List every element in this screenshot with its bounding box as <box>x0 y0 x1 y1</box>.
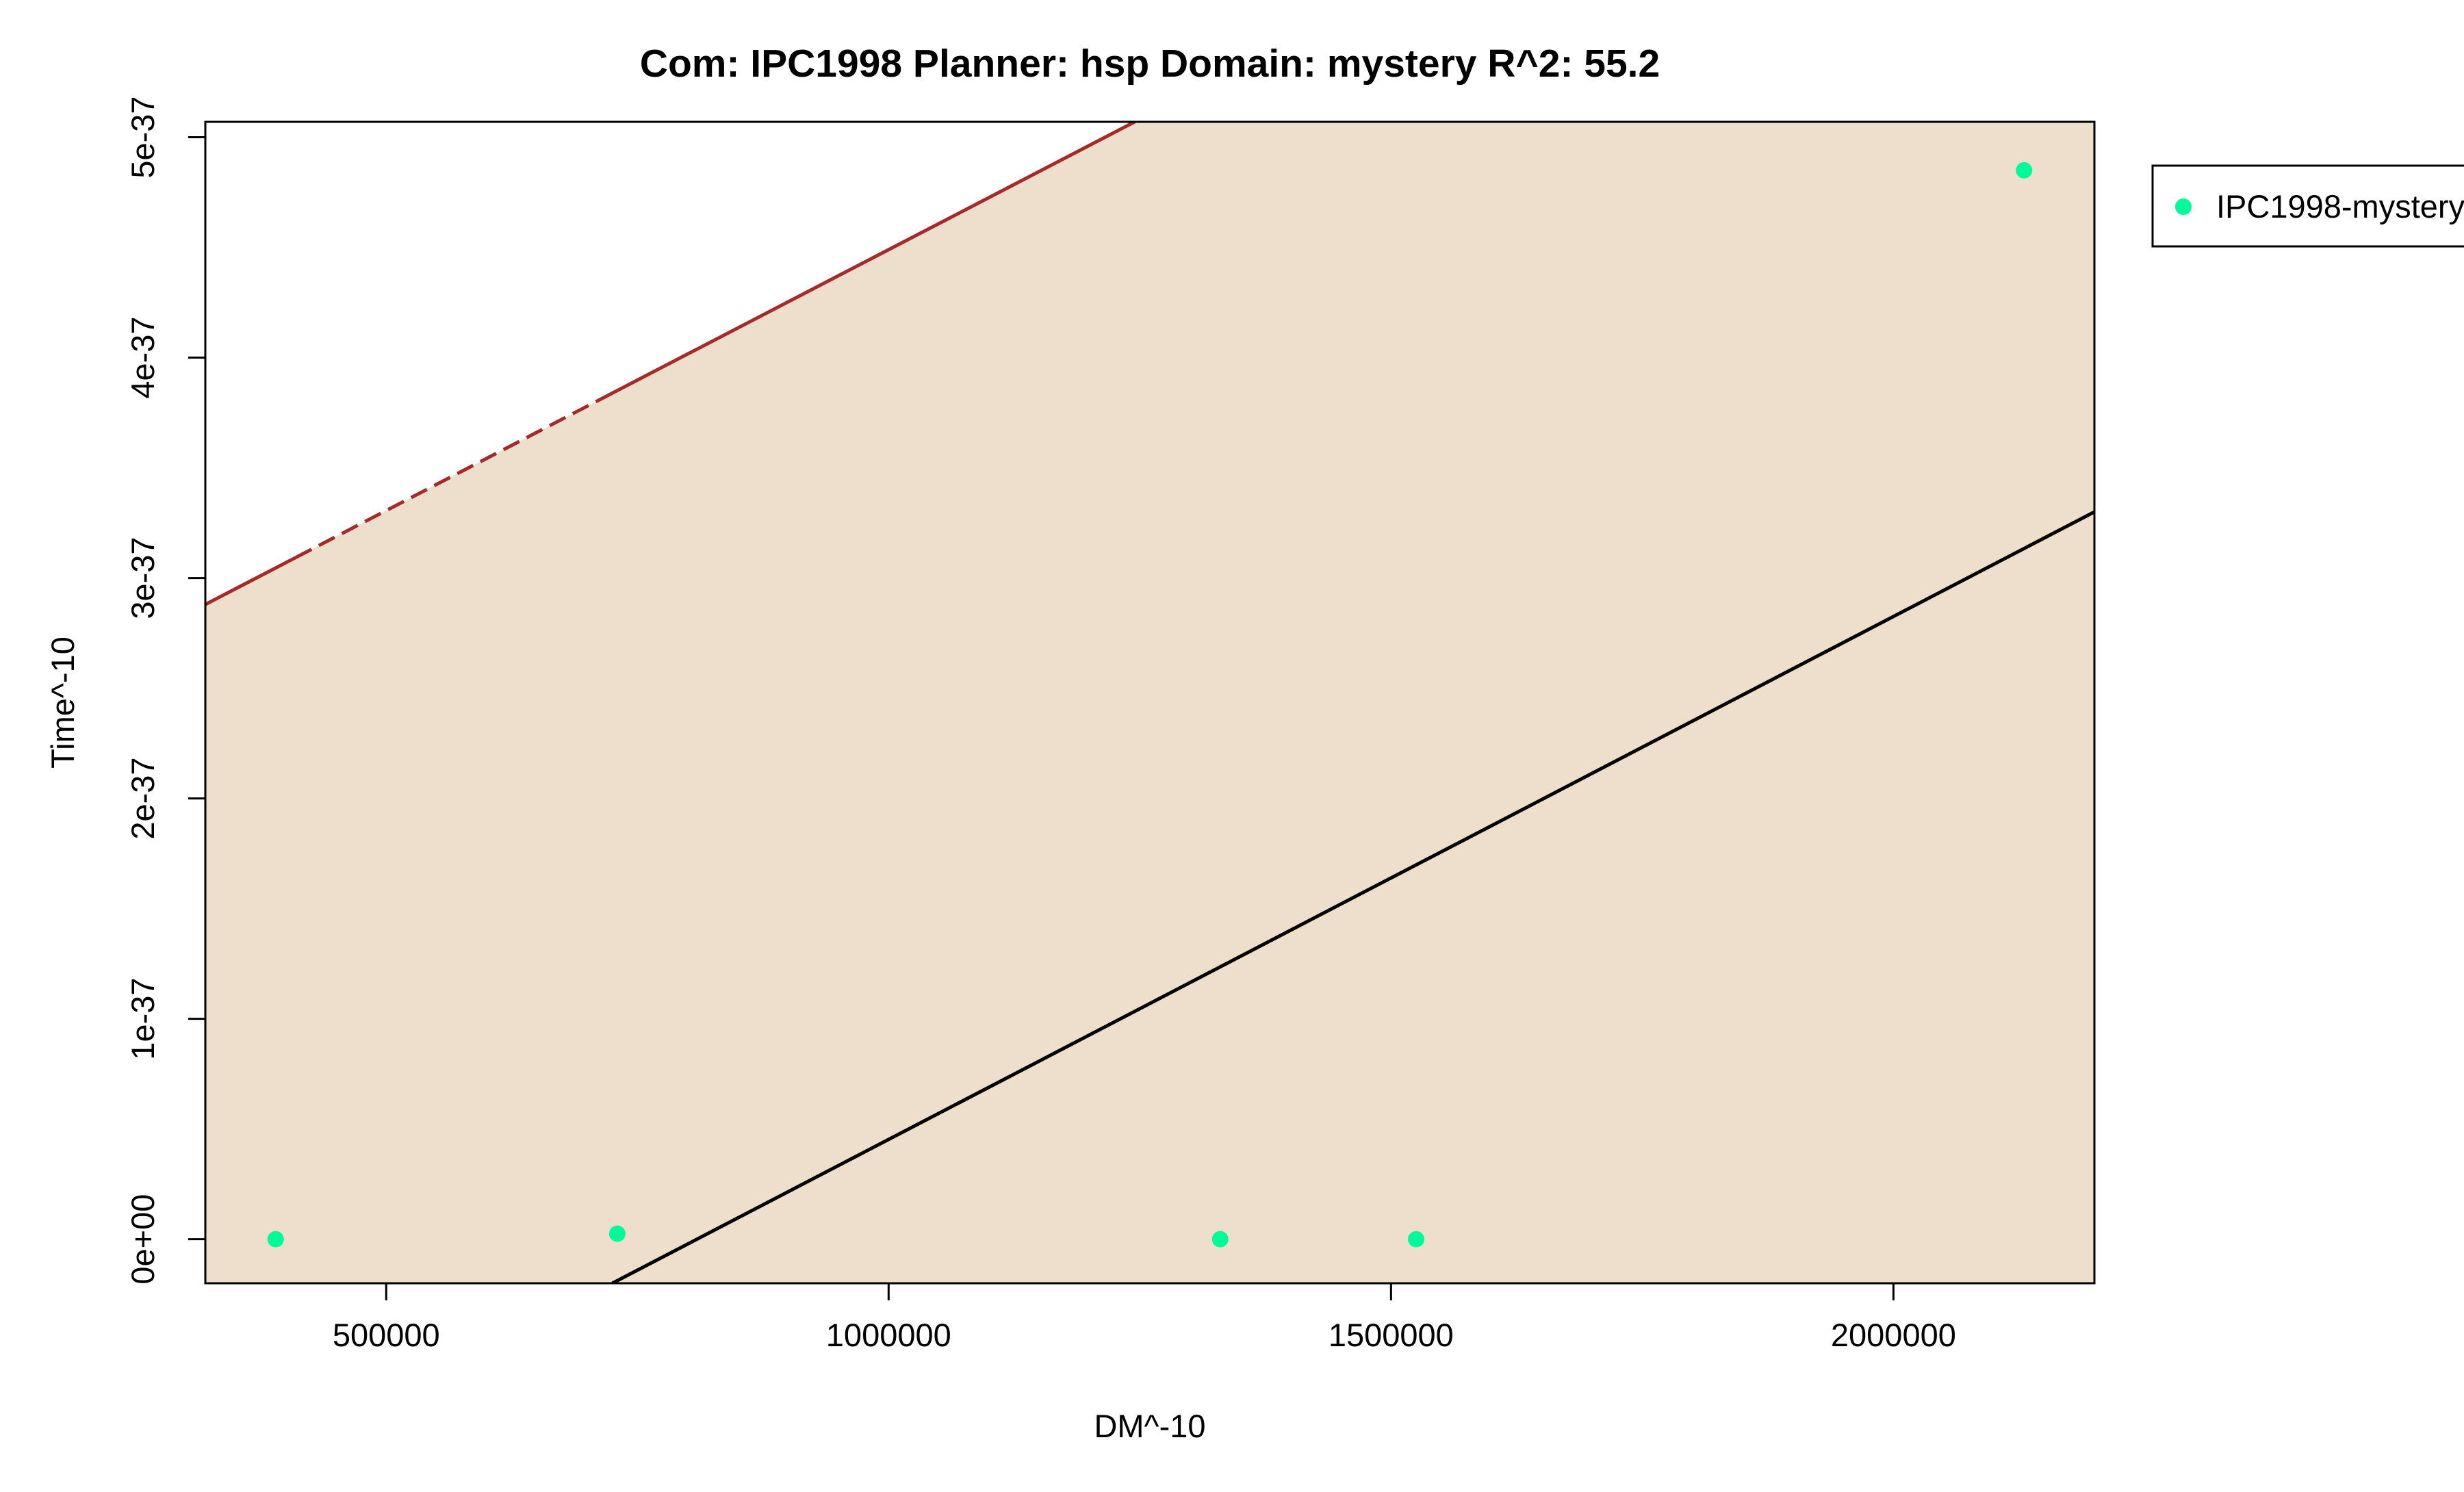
data-point <box>267 1231 284 1248</box>
upper-band-line-dashed <box>294 394 608 559</box>
x-tick-label: 500000 <box>333 1317 440 1353</box>
x-axis: 500000 1000000 1500000 2000000 <box>333 1283 1956 1353</box>
x-tick-label: 1500000 <box>1329 1317 1454 1353</box>
data-point <box>2016 162 2033 179</box>
y-tick-label: 3e-37 <box>125 537 161 619</box>
trend-lines-layer <box>205 122 2094 1283</box>
chart-title: Com: IPC1998 Planner: hsp Domain: myster… <box>640 42 1660 86</box>
legend-marker <box>2175 198 2192 215</box>
y-tick-label: 0e+00 <box>125 1194 161 1285</box>
data-point <box>1211 1231 1229 1248</box>
upper-band-line-segment-left <box>205 556 297 606</box>
regression-fit-line <box>611 510 2094 1283</box>
x-axis-label: DM^-10 <box>1094 1408 1205 1444</box>
y-tick-label: 1e-37 <box>125 977 161 1059</box>
data-point <box>1408 1231 1425 1248</box>
y-tick-label: 2e-37 <box>125 757 161 839</box>
y-axis-label: Time^-10 <box>44 636 81 769</box>
y-tick-label: 5e-37 <box>125 96 161 178</box>
x-tick-label: 2000000 <box>1831 1317 1956 1353</box>
upper-band-line-segment-right <box>606 122 1136 398</box>
legend: IPC1998-mystery <box>2151 164 2464 248</box>
data-points-layer <box>267 162 2033 1248</box>
confidence-band-fill <box>205 122 2094 1283</box>
plot-frame <box>204 120 2096 1285</box>
legend-box <box>2151 164 2464 248</box>
y-axis: 0e+00 1e-37 2e-37 3e-37 4e-37 5e-37 <box>125 96 205 1285</box>
y-tick-label: 4e-37 <box>125 316 161 398</box>
legend-label-ipc1998-mystery: IPC1998-mystery <box>2216 188 2464 224</box>
data-point <box>608 1225 626 1242</box>
confidence-band-layer <box>205 122 2094 1283</box>
x-tick-label: 1000000 <box>826 1317 951 1353</box>
